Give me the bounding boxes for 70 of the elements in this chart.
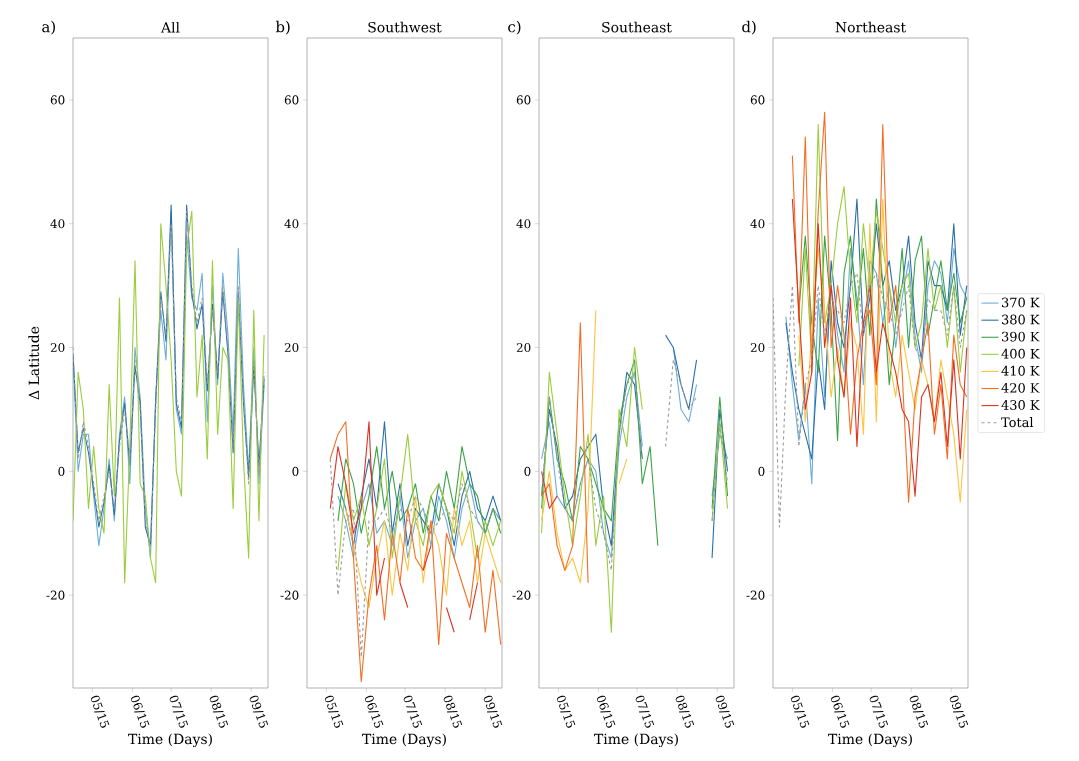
line-series: [791, 111, 968, 503]
legend-label: 410 K: [1001, 365, 1040, 376]
legend-label: 390 K: [1002, 331, 1040, 342]
chart-title: Southwest: [368, 21, 442, 33]
chart-title: All: [160, 21, 180, 33]
y-tick-label: -20: [280, 590, 299, 600]
y-tick-label: 40: [50, 219, 65, 229]
y-tick-label: 60: [516, 95, 531, 105]
x-tick-label: 09/15: [949, 695, 969, 728]
line-series: [329, 458, 502, 658]
legend-label: Total: [1001, 417, 1034, 428]
y-tick-label: -20: [746, 590, 765, 600]
x-tick-label: 07/15: [869, 695, 889, 728]
x-tick-label: 09/15: [483, 695, 503, 728]
text: c): [508, 20, 521, 35]
x-tick-label: 05/15: [790, 695, 810, 728]
y-tick-label: 60: [284, 95, 299, 105]
x-tick-label: 06/15: [596, 695, 616, 728]
y-axis-title: Δ Latitude: [28, 326, 40, 400]
y-tick-label: 20: [750, 343, 765, 353]
x-tick-label: 06/15: [364, 695, 384, 728]
legend-label: 420 K: [1001, 382, 1040, 393]
x-tick-label: 08/15: [909, 695, 929, 728]
line-series: [541, 322, 589, 584]
legend-label: 370 K: [1002, 297, 1040, 308]
x-tick-label: 08/15: [443, 695, 463, 728]
line-series: [337, 421, 502, 547]
legend-label: 380 K: [1002, 314, 1040, 325]
line-series: [337, 446, 502, 534]
line-series: [345, 495, 502, 609]
x-axis-title: Time (Days): [128, 733, 212, 748]
y-tick-label: 40: [284, 219, 299, 229]
y-tick-label: 40: [750, 219, 765, 229]
y-tick-label: 40: [516, 219, 531, 229]
line-series: [337, 483, 502, 559]
text: b): [275, 20, 290, 35]
x-axis-title: Time (Days): [594, 733, 678, 748]
y-tick-label: 20: [50, 343, 65, 353]
y-tick-label: 0: [758, 466, 765, 476]
y-tick-label: -20: [46, 590, 65, 600]
y-tick-label: 0: [292, 466, 299, 476]
text: d): [742, 20, 756, 35]
x-tick-label: 07/15: [403, 695, 423, 728]
x-tick-label: 06/15: [830, 695, 850, 728]
line-series: [337, 433, 502, 571]
y-tick-label: 0: [524, 466, 531, 476]
x-tick-label: 05/15: [556, 695, 576, 728]
x-tick-label: 09/15: [715, 695, 735, 728]
x-tick-label: 05/15: [324, 695, 344, 728]
legend-label: 430 K: [1001, 400, 1040, 410]
y-tick-label: 0: [58, 466, 65, 476]
y-tick-label: 60: [50, 95, 65, 105]
line-series: [329, 421, 502, 683]
y-tick-label: 20: [516, 343, 531, 353]
x-tick-label: 09/15: [249, 695, 269, 728]
chart-title: Southeast: [602, 21, 672, 33]
x-tick-label: 06/15: [130, 695, 150, 728]
x-tick-label: 08/15: [675, 695, 695, 728]
x-axis-title: Time (Days): [362, 733, 446, 748]
x-tick-label: 07/15: [169, 695, 189, 728]
x-tick-label: 08/15: [209, 695, 229, 728]
x-tick-label: 05/15: [90, 695, 110, 728]
x-axis-title: Time (Days): [828, 733, 912, 748]
y-tick-label: 20: [284, 343, 299, 353]
chart-title: Northeast: [835, 21, 906, 33]
text: a): [42, 20, 55, 35]
y-tick-label: -20: [512, 590, 531, 600]
x-tick-label: 07/15: [635, 695, 655, 728]
y-tick-label: 60: [750, 95, 765, 105]
legend-label: 400 K: [1001, 348, 1040, 359]
